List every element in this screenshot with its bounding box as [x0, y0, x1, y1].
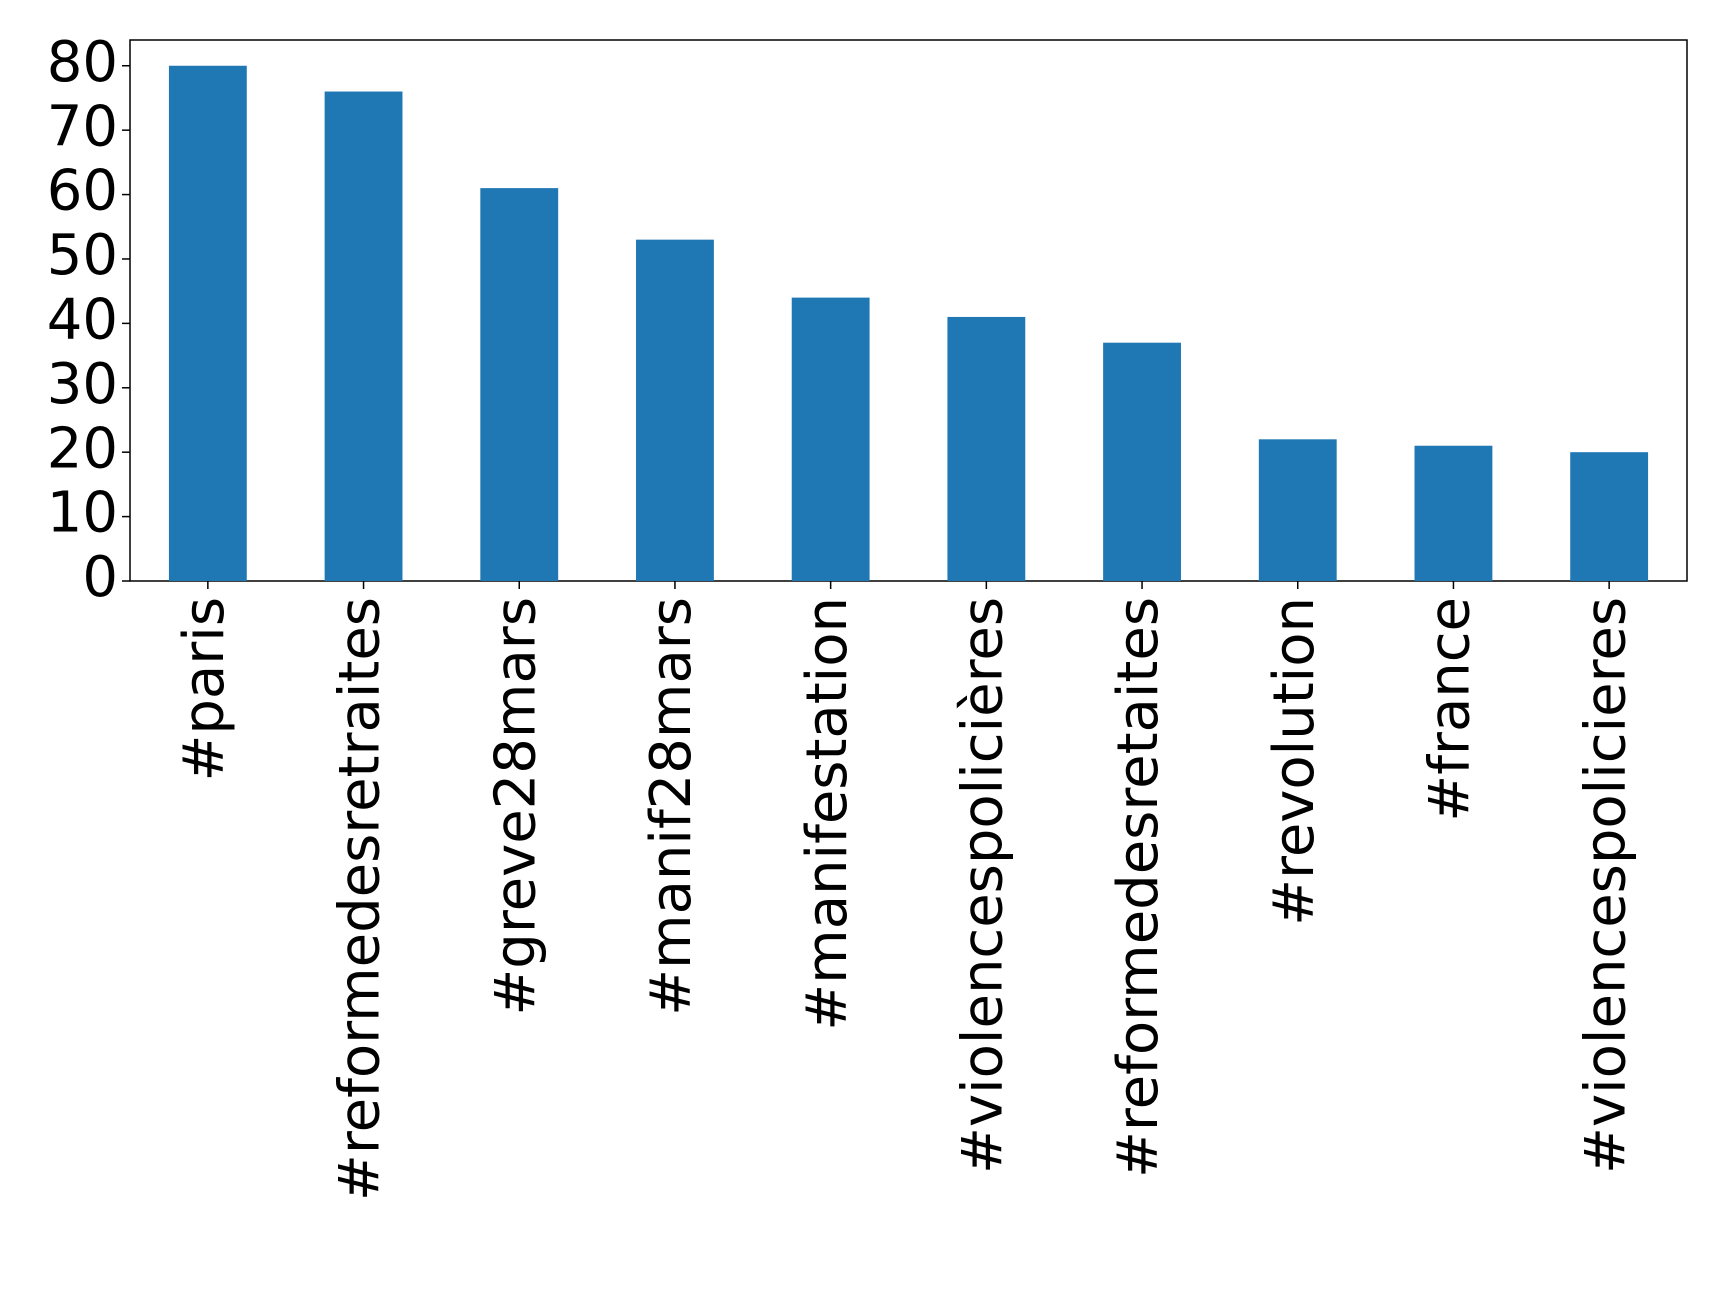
y-tick-label: 10	[47, 481, 118, 546]
x-tick-label: #paris	[172, 597, 237, 782]
bar	[480, 188, 559, 581]
bar	[947, 316, 1026, 581]
x-tick-label: #reformedesretraites	[328, 597, 393, 1201]
x-tick-label: #manif28mars	[639, 597, 704, 1016]
bar	[1570, 452, 1649, 581]
y-tick-label: 50	[47, 223, 118, 288]
y-tick-label: 20	[47, 416, 118, 481]
y-tick-label: 0	[82, 545, 118, 610]
bar	[636, 239, 714, 581]
y-tick-label: 30	[47, 352, 118, 417]
bar	[1414, 445, 1493, 581]
bar	[1258, 439, 1337, 581]
x-tick-label: #manifestation	[795, 597, 860, 1031]
x-tick-label: #reformedesretaites	[1106, 597, 1171, 1178]
x-tick-label: #france	[1418, 597, 1483, 822]
x-tick-label: #violencespolicieres	[1573, 597, 1638, 1174]
y-tick-label: 40	[47, 288, 118, 353]
y-tick-label: 60	[47, 159, 118, 224]
plot-frame	[129, 39, 1688, 582]
y-tick-label: 70	[47, 94, 118, 159]
bar	[1103, 342, 1181, 581]
x-tick-label: #violencespolicières	[950, 597, 1015, 1174]
bar	[168, 65, 247, 581]
bar	[791, 297, 870, 581]
y-tick-label: 80	[47, 30, 118, 95]
x-tick-label: #revolution	[1262, 597, 1327, 926]
bar	[324, 91, 403, 582]
x-tick-label: #greve28mars	[483, 597, 548, 1016]
